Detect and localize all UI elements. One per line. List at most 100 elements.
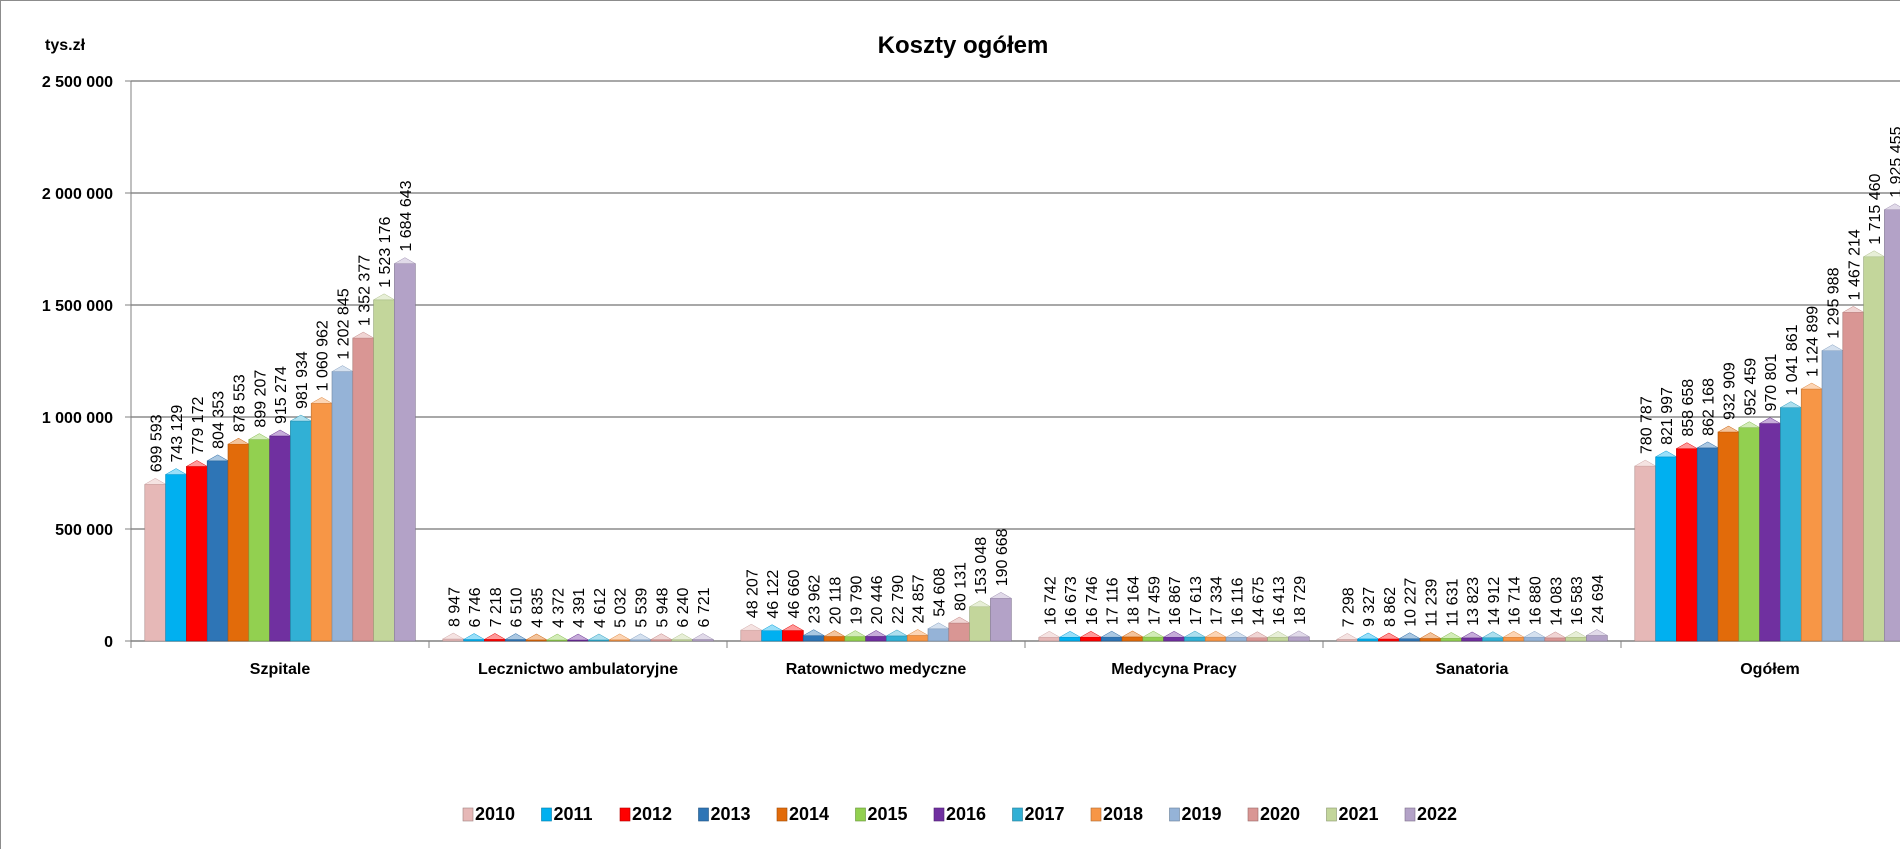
data-label: 1 352 377 [356,255,373,326]
bar [1288,636,1310,642]
data-label: 17 613 [1188,576,1205,625]
chart-title: Koszty ogółem [878,32,1049,59]
bar-cap [1225,631,1248,638]
data-label: 5 032 [613,588,630,628]
bar-cap [760,624,784,631]
bar [906,635,929,642]
legend-swatch [462,807,474,822]
bar-cap [483,633,507,640]
data-label: 23 962 [807,575,824,624]
data-label: 11 239 [1424,579,1441,627]
legend-item: 2015 [855,804,908,824]
bar-cap [739,623,763,631]
bar-cap [1162,630,1186,638]
bar-cap [1398,632,1422,639]
bar-cap [247,433,271,440]
bar [1523,636,1546,642]
bar-cap [1585,629,1609,636]
data-label: 1 124 899 [1805,306,1822,377]
bar-cap [1419,632,1442,639]
data-label: 699 593 [148,414,165,472]
bar [1038,636,1061,642]
data-label: 7 218 [488,587,505,627]
x-category-label: Ratownictwo medyczne [786,661,967,678]
bar [740,629,763,642]
data-label: 5 539 [634,588,651,628]
bar [1738,427,1761,642]
bar [1502,636,1525,642]
data-label: 18 164 [1126,576,1143,625]
bar [1780,407,1802,642]
x-category-label: Szpitale [250,661,311,678]
bar-cap [670,633,694,640]
bar [165,474,187,642]
data-label: 16 673 [1063,576,1080,625]
bar-cap [1523,630,1546,638]
bar-cap [1564,630,1588,638]
bars [143,203,1900,642]
legend-swatch [855,807,866,822]
bar-cap [545,633,569,641]
data-label: 862 168 [1701,378,1718,436]
bar [1440,638,1463,642]
bar [1717,431,1740,642]
data-label: 14 912 [1486,577,1503,626]
bar-cap [1141,630,1165,638]
data-label: 48 207 [744,569,761,618]
bar [352,337,375,642]
bar-cap [649,633,673,640]
data-label: 8 947 [446,587,463,627]
bar-cap [1287,630,1311,638]
bar [927,628,950,642]
data-label: 4 372 [550,588,567,628]
bar [1565,636,1587,642]
bar [1461,637,1483,642]
legend-item: 2018 [1090,804,1143,824]
data-label: 16 116 [1230,578,1247,626]
bar-cap [906,629,930,636]
y-tick-label: 1 500 000 [42,298,113,315]
data-label: 779 172 [190,397,207,455]
bar-cap [781,624,805,631]
data-label: 16 880 [1528,576,1545,625]
bar-cap [143,478,167,485]
bar-cap [1121,630,1144,638]
data-label: 17 459 [1146,576,1163,625]
bar [1884,209,1900,642]
legend-label: 2010 [475,804,515,824]
data-label: 20 446 [869,575,886,624]
data-label: 780 787 [1638,396,1655,454]
bar [865,636,887,642]
bar-cap [1841,306,1865,313]
bar-cap [1821,344,1844,351]
data-label: 54 608 [932,568,949,617]
bar [1059,636,1081,642]
data-label: 16 746 [1084,576,1101,625]
bar-cap [1058,630,1082,638]
x-category-label: Medycyna Pracy [1111,661,1237,678]
bar-cap [351,331,375,339]
bar [844,636,867,642]
bar-cap [393,257,417,264]
data-label: 6 721 [696,587,713,627]
legend-label: 2022 [1417,804,1457,824]
bar-cap [1654,450,1678,458]
bar-cap [587,633,611,641]
data-label: 6 510 [509,587,526,627]
bar [1419,638,1442,642]
data-label: 46 660 [786,570,803,619]
data-label: 16 867 [1167,576,1184,625]
legend-item: 2021 [1326,804,1379,824]
bar-cap [1245,631,1269,638]
bar [373,299,395,642]
bar-cap [823,630,846,637]
data-label: 16 742 [1042,576,1059,625]
legend-label: 2017 [1025,804,1065,824]
data-label: 16 413 [1271,576,1288,625]
bar [394,263,416,642]
legend-label: 2016 [946,804,986,824]
bar [969,606,991,642]
data-label: 22 790 [890,575,907,624]
bar-cap [164,468,188,475]
